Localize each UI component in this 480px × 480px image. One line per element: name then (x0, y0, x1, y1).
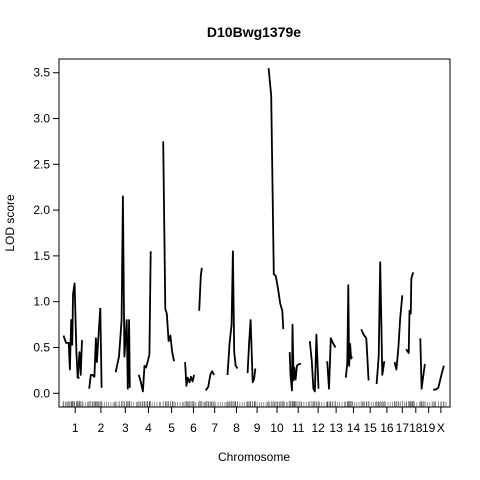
x-tick-label: 11 (292, 421, 305, 435)
lod-curve-chr-18 (405, 272, 415, 354)
x-axis: 1 2 3 4 5 6 7 8 9 10 11 12 13 14 15 16 17 18 19 X (72, 407, 445, 435)
x-tick-label: 5 (168, 421, 175, 435)
lod-curve-chr-12 (308, 333, 320, 393)
y-tick-label: 0.5 (33, 340, 50, 354)
lod-curve-chr-9 (246, 319, 257, 384)
lod-curve-chr-13 (326, 337, 337, 390)
lod-curve-chr-1b (76, 340, 83, 378)
y-axis-label: LOD score (3, 194, 17, 252)
lod-curve-chr-4b (148, 251, 152, 355)
x-tick-label: 12 (311, 421, 325, 435)
chart-title: D10Bwg1379e (207, 24, 301, 40)
lod-curve-chr-17 (393, 295, 404, 371)
lod-curve-chr-4 (137, 354, 151, 393)
y-tick-label: 1.5 (33, 249, 50, 263)
x-tick-label: 1 (72, 421, 79, 435)
lod-curve-chr-7 (204, 370, 215, 391)
x-tick-label: 16 (380, 421, 394, 435)
y-tick-label: 3.5 (33, 66, 50, 80)
x-tick-label: 7 (211, 421, 218, 435)
lod-curve-chr-8 (226, 250, 239, 375)
x-tick-label: 2 (98, 421, 105, 435)
x-tick-label: 15 (363, 421, 377, 435)
lod-curve-chr-2b (99, 308, 103, 388)
x-tick-label: 9 (254, 421, 261, 435)
lod-curve-chr-2 (88, 308, 102, 389)
lod-curve-chr-11 (288, 323, 301, 392)
x-tick-label: X (437, 421, 445, 435)
x-tick-label: 8 (233, 421, 240, 435)
y-tick-label: 0.0 (33, 386, 50, 400)
lod-curve-chr-14 (344, 284, 353, 378)
x-tick-label: 19 (422, 421, 436, 435)
lod-curve-chr-5 (162, 141, 175, 362)
marker-rug (62, 401, 447, 407)
x-tick-label: 14 (347, 421, 361, 435)
lod-curve-chr-1 (62, 282, 80, 379)
x-tick-label: 13 (329, 421, 343, 435)
x-tick-label: 17 (396, 421, 410, 435)
lod-curve-chr-3 (114, 195, 131, 390)
x-axis-label: Chromosome (218, 450, 290, 464)
y-tick-label: 1.0 (33, 295, 50, 309)
lod-curves (62, 68, 445, 393)
x-tick-label: 10 (270, 421, 284, 435)
plot-frame (58, 58, 451, 408)
y-axis: 0.0 0.5 1.0 1.5 2.0 2.5 3.0 3.5 (33, 66, 59, 400)
lod-curve-chr-10 (267, 68, 285, 330)
x-tick-label: 4 (145, 421, 152, 435)
y-tick-label: 2.5 (33, 157, 50, 171)
y-tick-label: 3.0 (33, 112, 50, 126)
x-tick-label: 6 (190, 421, 197, 435)
x-tick-label: 18 (409, 421, 423, 435)
lod-curve-chr-X (433, 365, 445, 391)
lod-curve-chr-16 (375, 261, 386, 385)
lod-curve-chr-19 (419, 338, 426, 390)
y-tick-label: 2.0 (33, 203, 50, 217)
lod-curve-chr-6 (184, 362, 195, 387)
x-tick-label: 3 (122, 421, 129, 435)
lod-curve-chr-6b (198, 267, 203, 311)
lod-curve-chr-15 (360, 328, 370, 381)
